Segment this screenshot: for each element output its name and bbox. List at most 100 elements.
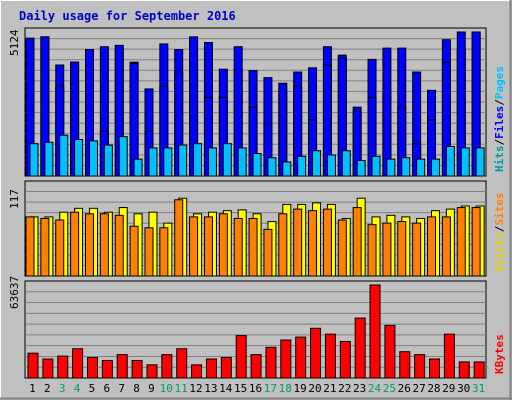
panel-max-label-hits: 5124	[8, 29, 21, 56]
bar-sites-day-22	[337, 219, 347, 277]
day-label-28: 28	[427, 382, 440, 395]
legend-entry: Sites	[493, 193, 506, 226]
bar-sites-day-6	[99, 213, 109, 277]
bar-pages-day-29	[445, 145, 455, 177]
day-label-3: 3	[59, 382, 66, 395]
bar-kbytes-day-3	[57, 355, 69, 379]
bar-kbytes-day-10	[161, 354, 173, 379]
day-label-21: 21	[323, 382, 336, 395]
bar-sites-day-29	[441, 216, 451, 277]
day-label-16: 16	[249, 382, 262, 395]
legend-entry: /	[493, 99, 506, 106]
day-label-27: 27	[412, 382, 425, 395]
day-label-6: 6	[103, 382, 110, 395]
bar-kbytes-day-26	[399, 351, 411, 379]
bar-sites-day-3	[55, 219, 65, 277]
bar-kbytes-day-20	[310, 327, 322, 379]
bar-sites-day-12	[189, 216, 199, 277]
bar-pages-day-16	[252, 153, 262, 177]
bar-kbytes-day-23	[354, 317, 366, 379]
bar-kbytes-day-5	[86, 357, 98, 379]
bar-kbytes-day-1	[27, 352, 39, 379]
bar-sites-day-1	[25, 216, 35, 277]
bar-sites-day-24	[367, 224, 377, 277]
bar-sites-day-10	[159, 227, 169, 277]
day-label-11: 11	[175, 382, 188, 395]
legend-entry: Visits	[493, 232, 506, 272]
bar-pages-day-1	[29, 143, 39, 177]
day-label-14: 14	[219, 382, 233, 395]
legend-entry: Hits	[493, 146, 506, 173]
legend-entry: /	[493, 225, 506, 232]
day-label-5: 5	[89, 382, 96, 395]
bar-kbytes-day-9	[146, 364, 158, 379]
bar-kbytes-day-14	[220, 357, 232, 379]
bar-kbytes-day-13	[205, 358, 217, 379]
bar-sites-day-13	[203, 216, 213, 277]
panel-max-label-visits: 117	[8, 189, 21, 209]
bar-kbytes-day-2	[42, 358, 54, 379]
bar-kbytes-day-18	[280, 339, 292, 379]
bar-kbytes-day-21	[324, 333, 336, 379]
day-label-15: 15	[234, 382, 247, 395]
day-label-13: 13	[204, 382, 217, 395]
bar-kbytes-day-31	[473, 361, 485, 379]
legend-kbytes: KBytes	[493, 334, 506, 374]
bar-kbytes-day-11	[176, 348, 188, 379]
bar-kbytes-day-29	[443, 333, 455, 379]
bar-kbytes-day-8	[131, 359, 143, 379]
day-label-22: 22	[338, 382, 351, 395]
bar-kbytes-day-12	[191, 364, 203, 379]
bar-pages-day-21	[326, 154, 336, 177]
bar-kbytes-day-7	[116, 354, 128, 379]
bar-pages-day-25	[386, 158, 396, 177]
bar-kbytes-day-15	[235, 335, 247, 379]
bar-sites-day-30	[456, 207, 466, 277]
day-label-10: 10	[160, 382, 173, 395]
bar-pages-day-9	[148, 147, 158, 177]
bar-kbytes-day-22	[339, 340, 351, 379]
bar-kbytes-day-24	[369, 284, 381, 379]
bar-pages-day-28	[431, 158, 441, 177]
day-label-1: 1	[29, 382, 36, 395]
day-label-4: 4	[74, 382, 81, 395]
bar-sites-day-5	[84, 213, 94, 277]
chart-panels: 5124Hits/Files/Pages117Visits/Sites63637…	[8, 27, 506, 379]
legend-entry: /	[493, 139, 506, 146]
bar-pages-day-14	[222, 143, 232, 177]
bar-sites-day-17	[263, 228, 273, 277]
bar-pages-day-7	[118, 136, 128, 177]
bar-pages-day-22	[341, 150, 351, 177]
bar-sites-day-14	[218, 213, 228, 277]
day-label-19: 19	[293, 382, 306, 395]
day-label-9: 9	[148, 382, 155, 395]
day-label-29: 29	[442, 382, 455, 395]
panel-max-label-kbytes: 63637	[8, 276, 21, 309]
bar-pages-day-2	[44, 141, 54, 177]
bar-kbytes-day-6	[101, 359, 113, 379]
legend-entry: KBytes	[493, 334, 506, 374]
bar-sites-day-26	[397, 221, 407, 277]
bar-sites-day-11	[174, 199, 184, 277]
bar-pages-day-10	[163, 147, 173, 177]
bar-pages-day-3	[59, 134, 69, 177]
bar-pages-day-5	[88, 140, 98, 177]
bar-pages-day-17	[267, 157, 277, 177]
bar-sites-day-2	[40, 217, 50, 277]
bar-pages-day-19	[297, 155, 307, 177]
bar-kbytes-day-17	[265, 346, 277, 379]
bar-pages-day-13	[207, 147, 217, 177]
bar-pages-day-27	[416, 158, 426, 177]
bar-sites-day-8	[129, 225, 139, 277]
bar-pages-day-4	[74, 138, 84, 177]
bar-sites-day-31	[471, 207, 481, 277]
bar-pages-day-11	[178, 144, 188, 177]
x-axis-day-labels: 1 2 3 4 5 6 7 8 9 10 11 12 13 14 15 16 17 18 19 20 21 22 23 24 2…	[29, 382, 485, 395]
bar-kbytes-day-19	[295, 336, 307, 379]
panel-kbytes: 63637 KBytes	[8, 276, 506, 379]
bar-sites-day-16	[248, 217, 258, 277]
bar-sites-day-25	[382, 222, 392, 277]
bar-kbytes-day-4	[72, 348, 84, 379]
